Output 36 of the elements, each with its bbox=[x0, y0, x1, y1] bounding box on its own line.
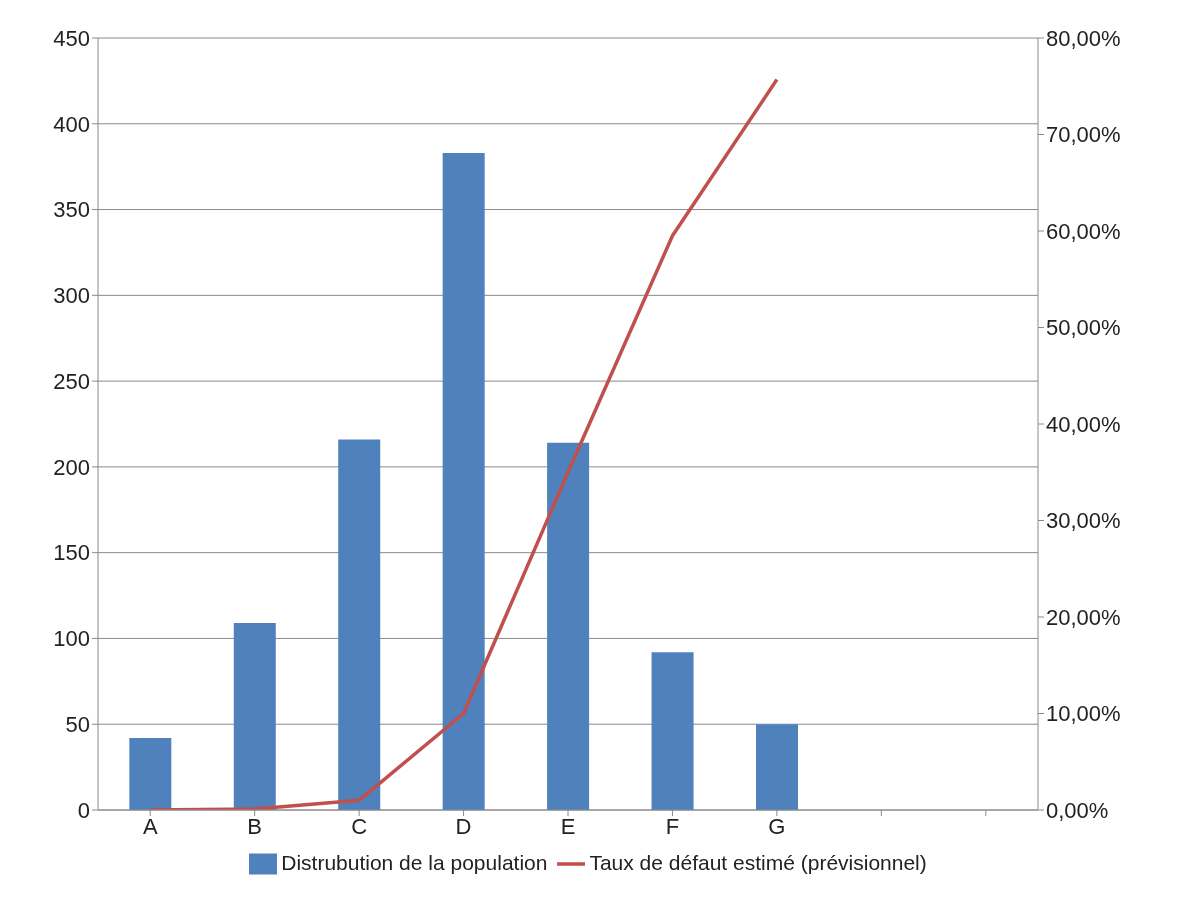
y-tick-label: 400 bbox=[53, 111, 90, 137]
x-tick-label: D bbox=[455, 813, 472, 839]
bar bbox=[442, 152, 485, 810]
x-tick-label: G bbox=[768, 813, 786, 839]
bar bbox=[547, 442, 590, 810]
legend-label: Taux de défaut estimé (prévisionnel) bbox=[589, 850, 927, 874]
y2-tick-label: 10,00% bbox=[1046, 701, 1121, 727]
bar bbox=[651, 652, 694, 810]
y2-tick-label: 40,00% bbox=[1046, 411, 1121, 437]
y2-tick-label: 30,00% bbox=[1046, 508, 1121, 534]
y2-tick-label: 60,00% bbox=[1046, 218, 1121, 244]
x-tick-label: A bbox=[142, 813, 158, 839]
y-tick-label: 0 bbox=[77, 797, 90, 823]
y-tick-label: 200 bbox=[53, 454, 90, 480]
y-tick-label: 350 bbox=[53, 197, 90, 223]
bar bbox=[233, 623, 276, 810]
y2-tick-label: 20,00% bbox=[1046, 604, 1121, 630]
x-tick-label: E bbox=[560, 813, 576, 839]
y2-tick-label: 50,00% bbox=[1046, 315, 1121, 341]
bar bbox=[756, 724, 798, 810]
y2-tick-label: 80,00% bbox=[1046, 25, 1121, 51]
x-tick-label: C bbox=[351, 813, 368, 839]
y-tick-label: 300 bbox=[53, 283, 90, 309]
legend-label: Distrubution de la population bbox=[281, 850, 548, 874]
y-tick-label: 250 bbox=[53, 368, 90, 394]
y2-tick-label: 70,00% bbox=[1046, 122, 1121, 148]
y-tick-label: 50 bbox=[65, 712, 90, 738]
y2-tick-label: 0,00% bbox=[1046, 797, 1109, 823]
y-tick-label: 100 bbox=[53, 626, 90, 652]
line-series bbox=[148, 77, 779, 810]
y-tick-label: 150 bbox=[53, 540, 90, 566]
x-tick-label: F bbox=[665, 813, 680, 839]
bar bbox=[129, 737, 172, 810]
y-tick-label: 450 bbox=[53, 25, 90, 51]
bar bbox=[338, 439, 381, 810]
x-tick-label: B bbox=[247, 813, 263, 839]
